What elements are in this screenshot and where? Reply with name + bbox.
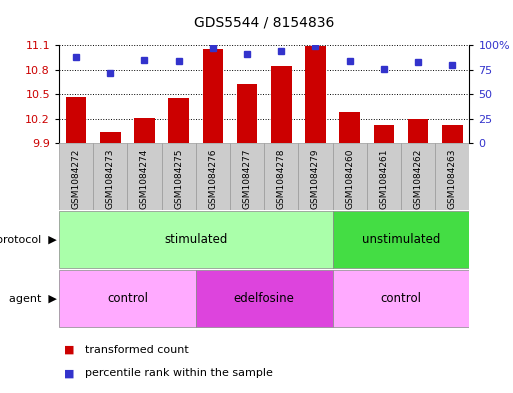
Bar	[196, 143, 230, 210]
Text: GSM1084274: GSM1084274	[140, 149, 149, 209]
Text: control: control	[381, 292, 422, 305]
Bar	[332, 211, 469, 268]
Bar	[299, 143, 332, 210]
Text: GSM1084278: GSM1084278	[277, 149, 286, 209]
Bar	[134, 118, 155, 143]
Text: GSM1084276: GSM1084276	[208, 149, 218, 209]
Text: GSM1084261: GSM1084261	[380, 149, 388, 209]
Bar	[401, 143, 435, 210]
Text: transformed count: transformed count	[85, 345, 188, 355]
Text: GSM1084260: GSM1084260	[345, 149, 354, 209]
Bar	[408, 119, 428, 143]
Bar	[264, 143, 299, 210]
Bar	[203, 49, 223, 143]
Text: stimulated: stimulated	[164, 233, 227, 246]
Bar	[93, 143, 127, 210]
Text: GSM1084262: GSM1084262	[413, 149, 423, 209]
Bar	[373, 125, 394, 143]
Bar	[59, 143, 93, 210]
Bar	[237, 84, 258, 143]
Text: GSM1084272: GSM1084272	[72, 149, 81, 209]
Text: GSM1084277: GSM1084277	[243, 149, 251, 209]
Bar	[305, 46, 326, 143]
Text: GSM1084263: GSM1084263	[448, 149, 457, 209]
Text: GDS5544 / 8154836: GDS5544 / 8154836	[194, 16, 334, 30]
Bar	[367, 143, 401, 210]
Bar	[100, 132, 121, 143]
Text: control: control	[107, 292, 148, 305]
Bar	[162, 143, 196, 210]
Text: percentile rank within the sample: percentile rank within the sample	[85, 368, 272, 378]
Bar	[230, 143, 264, 210]
Bar	[127, 143, 162, 210]
Bar	[442, 125, 463, 143]
Bar	[59, 270, 196, 327]
Text: unstimulated: unstimulated	[362, 233, 440, 246]
Text: GSM1084275: GSM1084275	[174, 149, 183, 209]
Bar	[332, 270, 469, 327]
Text: edelfosine: edelfosine	[234, 292, 294, 305]
Text: GSM1084273: GSM1084273	[106, 149, 115, 209]
Bar	[340, 112, 360, 143]
Bar	[271, 66, 291, 143]
Bar	[435, 143, 469, 210]
Text: ■: ■	[64, 345, 74, 355]
Bar	[66, 97, 86, 143]
Text: agent  ▶: agent ▶	[9, 294, 56, 304]
Text: protocol  ▶: protocol ▶	[0, 235, 56, 245]
Text: ■: ■	[64, 368, 74, 378]
Bar	[168, 98, 189, 143]
Text: GSM1084279: GSM1084279	[311, 149, 320, 209]
Bar	[196, 270, 332, 327]
Bar	[332, 143, 367, 210]
Bar	[59, 211, 332, 268]
